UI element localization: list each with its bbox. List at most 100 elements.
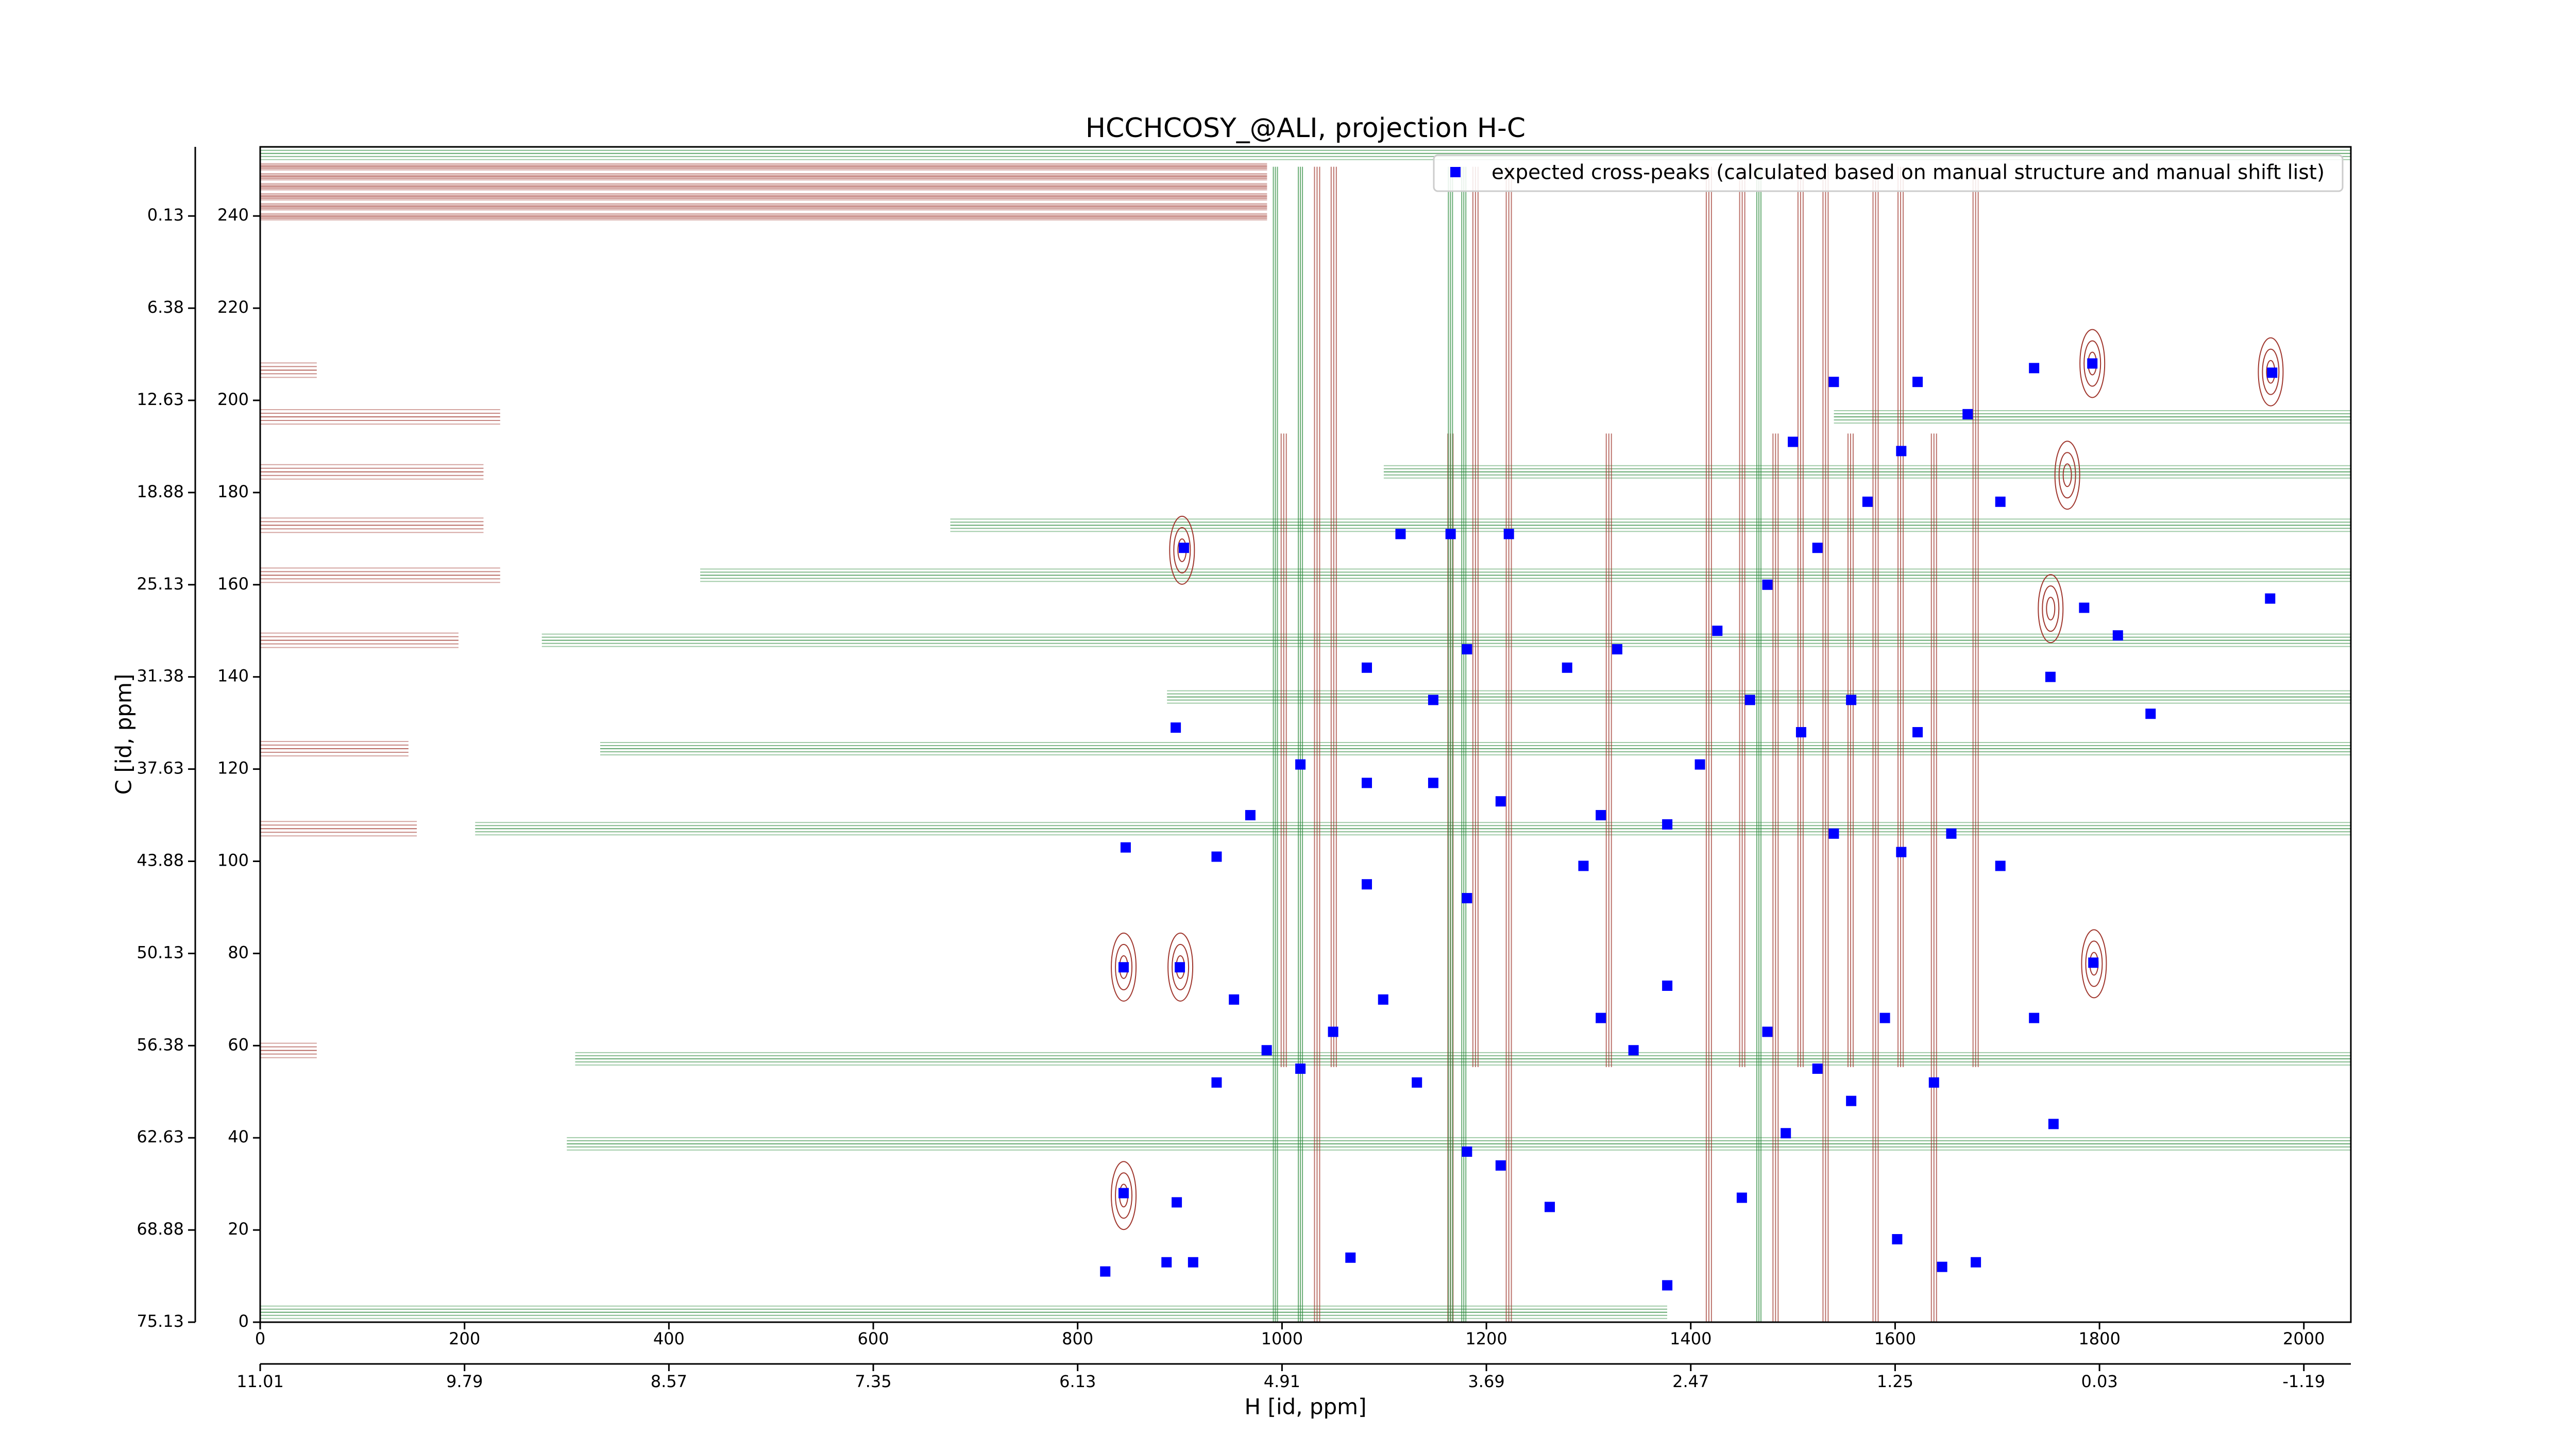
contour: [2083, 340, 2102, 387]
cross-peak: [2087, 358, 2098, 369]
cross-peak: [1545, 1202, 1555, 1212]
secondary-x-tick-label: 1.25: [1877, 1372, 1913, 1391]
cross-peak: [1229, 994, 1240, 1005]
contour: [1172, 943, 1190, 990]
cross-peak: [1828, 377, 1839, 387]
x-tick-label: 1600: [1874, 1329, 1916, 1348]
cross-peak: [1495, 796, 1506, 807]
cross-peak: [1578, 861, 1589, 871]
contour: [2062, 463, 2072, 487]
secondary-y-tick-label: 25.13: [137, 574, 184, 594]
x-tick-label: 2000: [2283, 1329, 2325, 1348]
cross-peak: [1744, 695, 1755, 705]
y-tick-label: 0: [239, 1311, 249, 1331]
cross-peak: [2029, 1013, 2040, 1023]
cross-peak: [1662, 819, 1673, 830]
contour: [2042, 585, 2060, 632]
cross-peak: [1412, 1077, 1422, 1088]
cross-peak: [1937, 1261, 1947, 1272]
contour: [1169, 515, 1195, 585]
secondary-x-tick-label: 9.79: [446, 1372, 483, 1391]
y-tick-label: 200: [217, 390, 249, 409]
plot-frame: [259, 146, 2352, 1323]
contour: [1111, 1161, 1137, 1230]
cross-peak: [1628, 1045, 1639, 1056]
cross-peak: [1736, 1192, 1747, 1203]
cross-peak: [1445, 529, 1456, 539]
secondary-x-tick-label: 6.13: [1059, 1372, 1096, 1391]
y-tick-label: 60: [228, 1035, 249, 1054]
y-tick-label: 240: [217, 205, 249, 225]
cross-peak: [2112, 630, 2123, 641]
cross-peak: [1462, 644, 1472, 655]
secondary-y-tick-label: 0.13: [147, 205, 184, 225]
cross-peak: [1100, 1266, 1111, 1277]
secondary-y-tick-label: 75.13: [137, 1311, 184, 1331]
cross-peak: [1503, 529, 1514, 539]
y-tick-label: 220: [217, 297, 249, 317]
contour: [2262, 348, 2280, 395]
contour: [1115, 1172, 1133, 1219]
secondary-y-tick-label: 37.63: [137, 758, 184, 778]
secondary-x-tick-label: 3.69: [1468, 1372, 1504, 1391]
secondary-x-tick-label: 2.47: [1672, 1372, 1709, 1391]
secondary-y-tick-label: 18.88: [137, 482, 184, 501]
cross-peak: [1962, 409, 1973, 419]
cross-peak: [1712, 626, 1723, 636]
cross-peak: [1120, 842, 1131, 853]
legend-marker: [1450, 167, 1461, 177]
cross-peak: [1896, 446, 1907, 457]
secondary-x-tick-label: -1.19: [2282, 1372, 2325, 1391]
cross-peak: [1612, 644, 1622, 655]
cross-peak: [2267, 367, 2278, 378]
cross-peak: [1995, 861, 2006, 871]
chart-title: HCCHCOSY_@ALI, projection H-C: [1086, 113, 1526, 144]
secondary-x-tick-label: 0.03: [2081, 1372, 2117, 1391]
cross-peak: [1788, 436, 1799, 447]
y-tick-label: 160: [217, 574, 249, 594]
x-tick-label: 400: [653, 1329, 685, 1348]
secondary-y-tick-label: 43.88: [137, 850, 184, 870]
cross-peak: [1971, 1257, 1981, 1268]
cross-peak: [1161, 1257, 1172, 1268]
contour: [2054, 441, 2080, 510]
x-tick-label: 600: [857, 1329, 889, 1348]
cross-peak: [1172, 1197, 1182, 1208]
cross-peak: [1188, 1257, 1198, 1268]
cross-peak: [1495, 1160, 1506, 1171]
cross-peak: [1462, 893, 1472, 904]
secondary-x-tick-label: 7.35: [855, 1372, 891, 1391]
cross-peak: [1395, 529, 1406, 539]
cross-peak: [2265, 593, 2276, 604]
cross-peak: [2029, 363, 2040, 374]
cross-peak: [1596, 810, 1606, 821]
contour: [2046, 597, 2056, 621]
cross-peak: [1211, 1077, 1222, 1088]
cross-peak: [1245, 810, 1256, 821]
cross-peak: [1428, 695, 1438, 705]
spectrum-contours: [260, 146, 2351, 1323]
cross-peak: [1795, 727, 1806, 738]
cross-peak: [2045, 671, 2056, 682]
secondary-x-tick-label: 8.57: [651, 1372, 687, 1391]
cross-peak: [1211, 851, 1222, 862]
secondary-y-tick-label: 50.13: [137, 942, 184, 962]
y-axis-label: C [id, ppm]: [111, 674, 137, 795]
x-tick-label: 1000: [1261, 1329, 1303, 1348]
cross-peak: [1896, 847, 1907, 857]
cross-peak: [1175, 962, 1185, 973]
cross-peak: [1171, 722, 1181, 733]
cross-peak: [1762, 1026, 1773, 1037]
cross-peak: [1428, 778, 1438, 788]
cross-peak: [1862, 496, 1873, 507]
secondary-x-tick-label: 4.91: [1264, 1372, 1300, 1391]
plot-area: [1100, 358, 2278, 1291]
cross-peak: [1946, 828, 1957, 839]
contour: [1173, 527, 1191, 573]
cross-peak: [1562, 662, 1572, 673]
y-tick-label: 40: [228, 1127, 249, 1146]
cross-peak: [1118, 1188, 1129, 1199]
contour: [1111, 932, 1137, 1002]
contour: [2085, 940, 2103, 987]
contour: [2038, 574, 2064, 644]
